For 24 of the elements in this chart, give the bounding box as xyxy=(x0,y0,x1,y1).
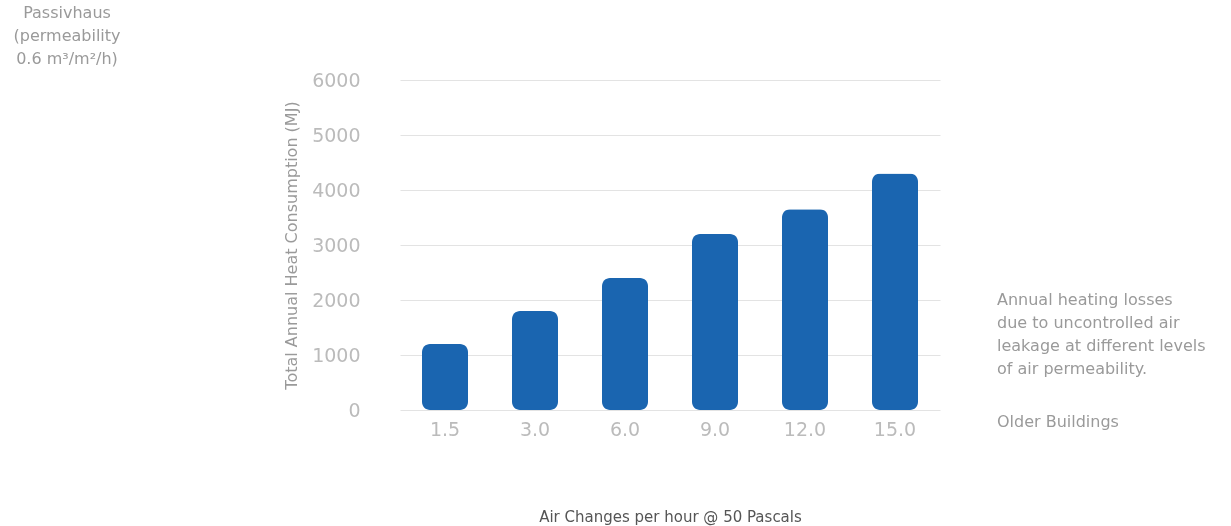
y-tick-label: 6000 xyxy=(312,68,361,91)
x-axis-title: Air Changes per hour @ 50 Pascals xyxy=(539,507,802,526)
y-tick-label: 4000 xyxy=(312,178,361,201)
bar xyxy=(782,209,828,410)
bar xyxy=(692,234,738,410)
x-tick-label: 6.0 xyxy=(609,417,641,440)
bar xyxy=(872,173,918,410)
y-tick-label: 2000 xyxy=(312,288,361,311)
x-tick-label: 9.0 xyxy=(699,417,731,440)
y-axis-title: Total Annual Heat Consumption (MJ) xyxy=(282,101,302,391)
text: Older Buildings xyxy=(997,412,1119,431)
bar xyxy=(602,278,648,410)
bar xyxy=(512,311,558,410)
bar xyxy=(422,344,468,410)
y-tick-label: 0 xyxy=(348,398,361,421)
y-tick-label: 1000 xyxy=(312,343,361,366)
y-tick-label: 5000 xyxy=(312,123,361,146)
x-tick-label: 15.0 xyxy=(873,417,917,440)
y-tick-label: 3000 xyxy=(312,233,361,256)
text: Annual heating losses due to uncontrolled air leakage at different levels of air permeability. xyxy=(997,290,1206,378)
x-tick-label: 12.0 xyxy=(783,417,827,440)
x-tick-label: 1.5 xyxy=(429,417,461,440)
text: Passivhaus (permeability 0.6 m³/m²/h) xyxy=(13,3,121,68)
x-tick-label: 3.0 xyxy=(519,417,551,440)
